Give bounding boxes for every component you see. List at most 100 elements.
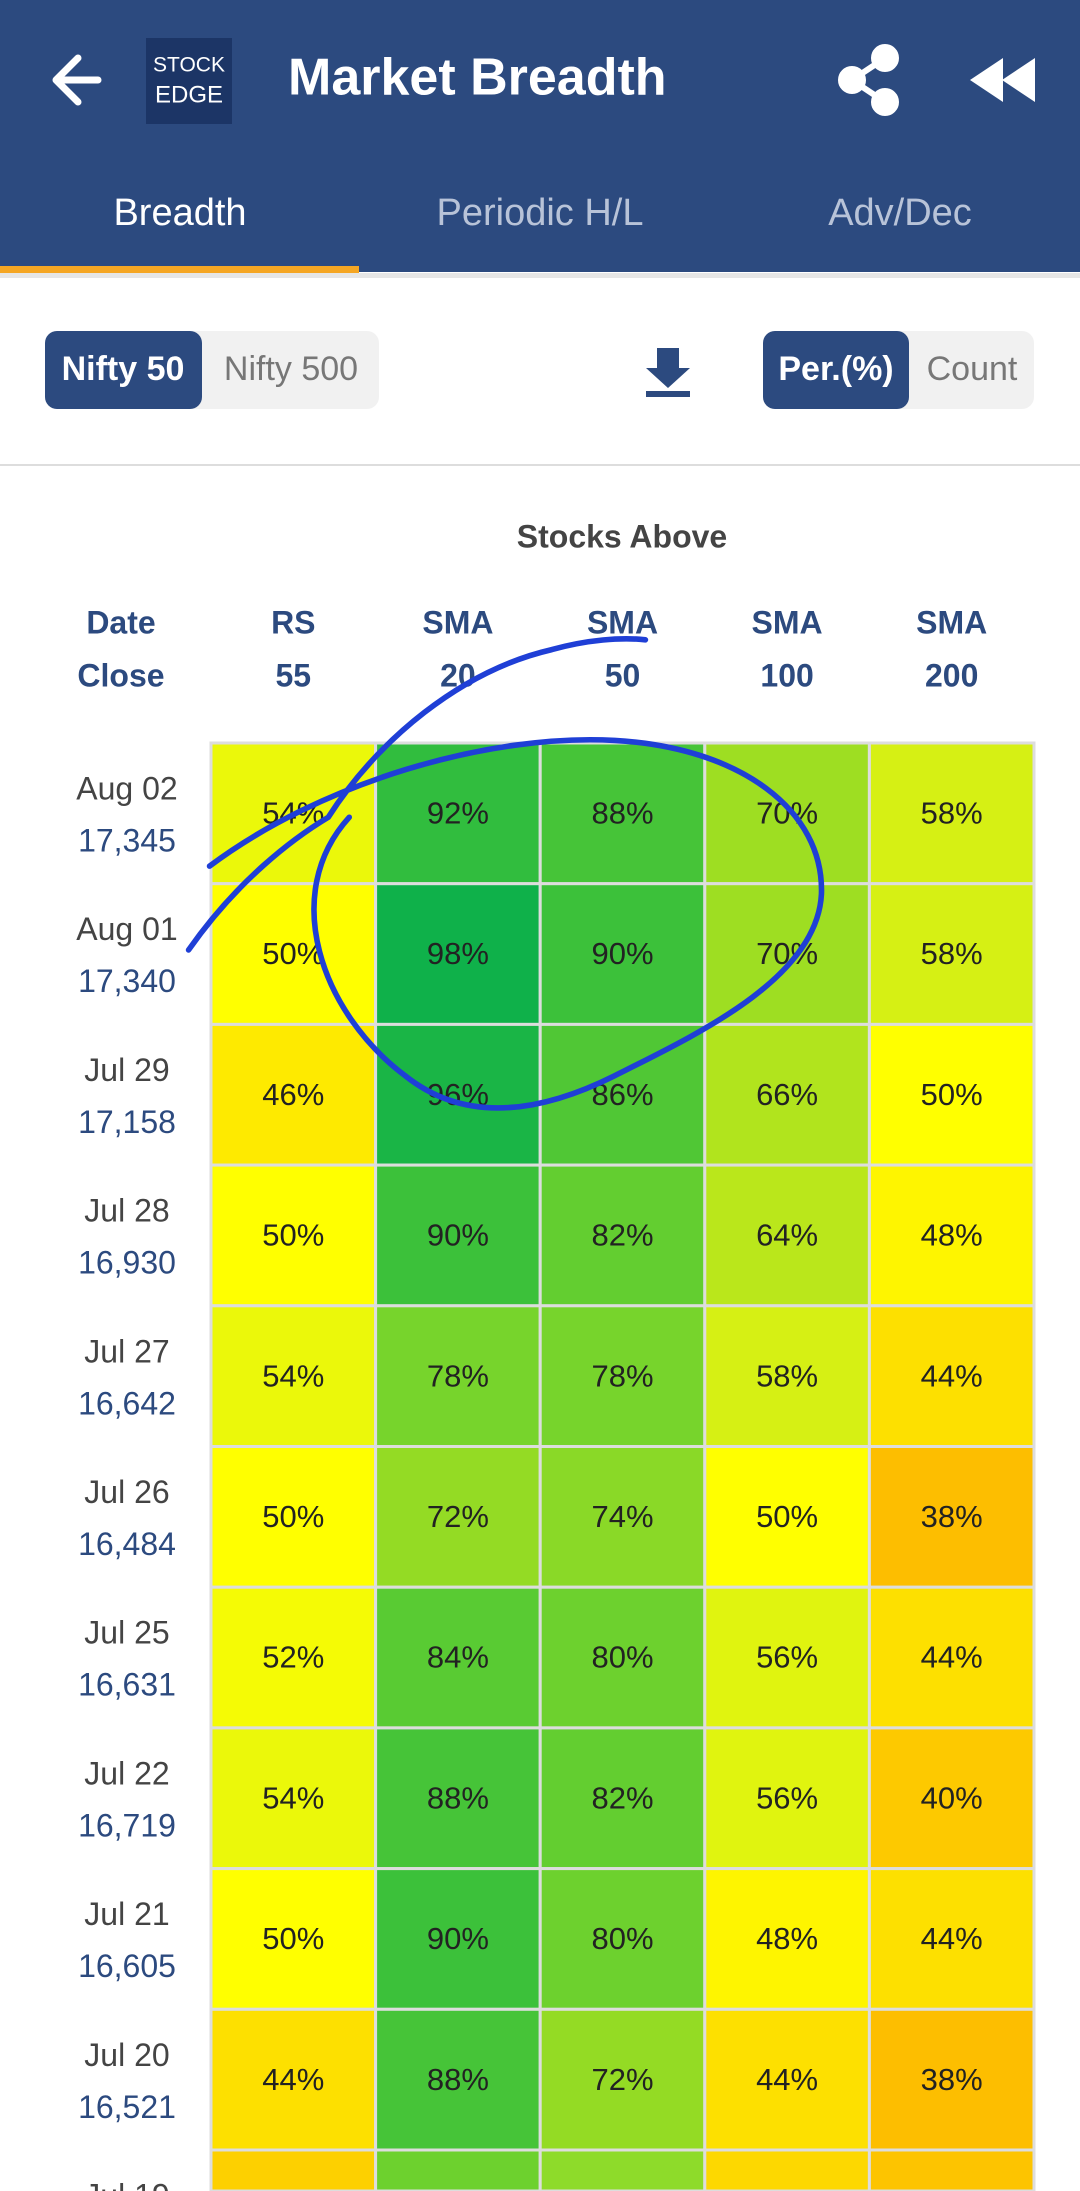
heat-cell [538,1163,707,1308]
heat-cell [209,2148,378,2191]
row-close: 17,158 [78,1104,176,1140]
logo-text: EDGE [155,81,223,108]
heat-cell [538,1445,707,1589]
heat-cell [374,741,542,886]
logo [146,38,232,124]
heat-cell [703,2148,871,2191]
heat-cell [703,882,871,1026]
row-close: 16,484 [78,1526,176,1562]
heat-cell [703,1022,871,1167]
cell-value: 48% [921,1218,983,1253]
row-close: 16,642 [78,1385,176,1421]
heat-cell [209,1022,378,1167]
cell-value: 48% [756,1921,818,1956]
column-header: Close [77,657,164,693]
title: Market Breadth [288,49,667,107]
column-header: RS [271,604,315,640]
cell-value: 44% [921,1640,983,1675]
cell-value: 58% [921,796,983,831]
row-close: 16,521 [78,2089,176,2125]
cell-value: 38% [921,2062,983,2097]
cell-value: 98% [427,936,489,971]
row-close: 16,631 [78,1667,176,1703]
heat-cell [867,2148,1036,2191]
cell-value: 44% [921,1358,983,1393]
heat-cell [209,1445,378,1589]
tab-indicator [0,266,359,273]
share-button[interactable] [838,44,899,116]
cell-value: 88% [427,2062,489,2097]
logo-text: STOCK [153,54,225,77]
heat-cell [703,1726,871,1871]
cell-value: 52% [262,1640,324,1675]
cell-value: 90% [427,1218,489,1253]
row-close: 16,930 [78,1245,176,1281]
cell-value: 40% [921,1780,983,1815]
heat-cell [374,1304,542,1449]
cell-value: 78% [427,1358,489,1393]
toggle-option[interactable]: Nifty 50 [62,350,185,388]
row-date: Jul 29 [84,1052,169,1088]
heat-cell [374,2148,542,2191]
cell-value: 66% [756,1077,818,1112]
index-toggle-active[interactable] [45,331,202,409]
row-date: Jul 21 [84,1896,169,1932]
tab[interactable]: Adv/Dec [828,192,972,234]
row-date: Jul 19 [84,2177,169,2191]
heat-cell [867,1867,1036,2011]
heat-cell [374,2007,542,2152]
column-header: SMA [422,604,493,640]
column-header: 55 [276,657,312,693]
cell-value: 90% [427,1921,489,1956]
column-header: SMA [916,604,987,640]
column-header: SMA [587,604,658,640]
cell-value: 82% [591,1780,653,1815]
toggle-option[interactable]: Per.(%) [778,350,893,388]
cell-value: 46% [262,1077,324,1112]
cell-value: 50% [756,1499,818,1534]
heat-cell [538,882,707,1026]
cell-value: 50% [262,1218,324,1253]
cell-value: 70% [756,796,818,831]
column-header: 50 [605,657,641,693]
cell-value: 92% [427,796,489,831]
cell-value: 72% [427,1499,489,1534]
rewind-button[interactable] [970,58,1035,102]
cell-value: 90% [591,936,653,971]
toggle-option[interactable]: Count [927,350,1018,388]
heat-cell [867,741,1036,886]
cell-value: 84% [427,1640,489,1675]
heat-cell [374,1726,542,1871]
download-button[interactable] [646,348,690,397]
cell-value: 50% [921,1077,983,1112]
cell-value: 44% [921,1921,983,1956]
column-header: SMA [752,604,823,640]
heat-cell [538,1726,707,1871]
heat-cell [703,1304,871,1449]
cell-value: 56% [756,1640,818,1675]
mode-toggle-active[interactable] [763,331,909,409]
heat-cell [867,1304,1036,1449]
toggle-option[interactable]: Nifty 500 [224,350,358,388]
row-date: Jul 22 [84,1755,169,1791]
cell-value: 78% [591,1358,653,1393]
heat-cell [867,882,1036,1026]
back-button[interactable] [52,54,102,106]
super-header: Stocks Above [517,518,727,554]
column-header: 100 [760,657,813,693]
tab[interactable]: Breadth [113,192,246,234]
scribble [185,636,825,1111]
row-date: Jul 27 [84,1333,169,1369]
cell-value: 50% [262,936,324,971]
cell-value: 44% [756,2062,818,2097]
heat-cell [209,1163,378,1308]
cell-value: 58% [756,1358,818,1393]
row-date: Jul 20 [84,2037,169,2073]
cell-value: 38% [921,1499,983,1534]
cell-value: 58% [921,936,983,971]
row-close: 16,719 [78,1807,176,1843]
tab[interactable]: Periodic H/L [437,192,644,234]
heat-cell [703,1163,871,1308]
